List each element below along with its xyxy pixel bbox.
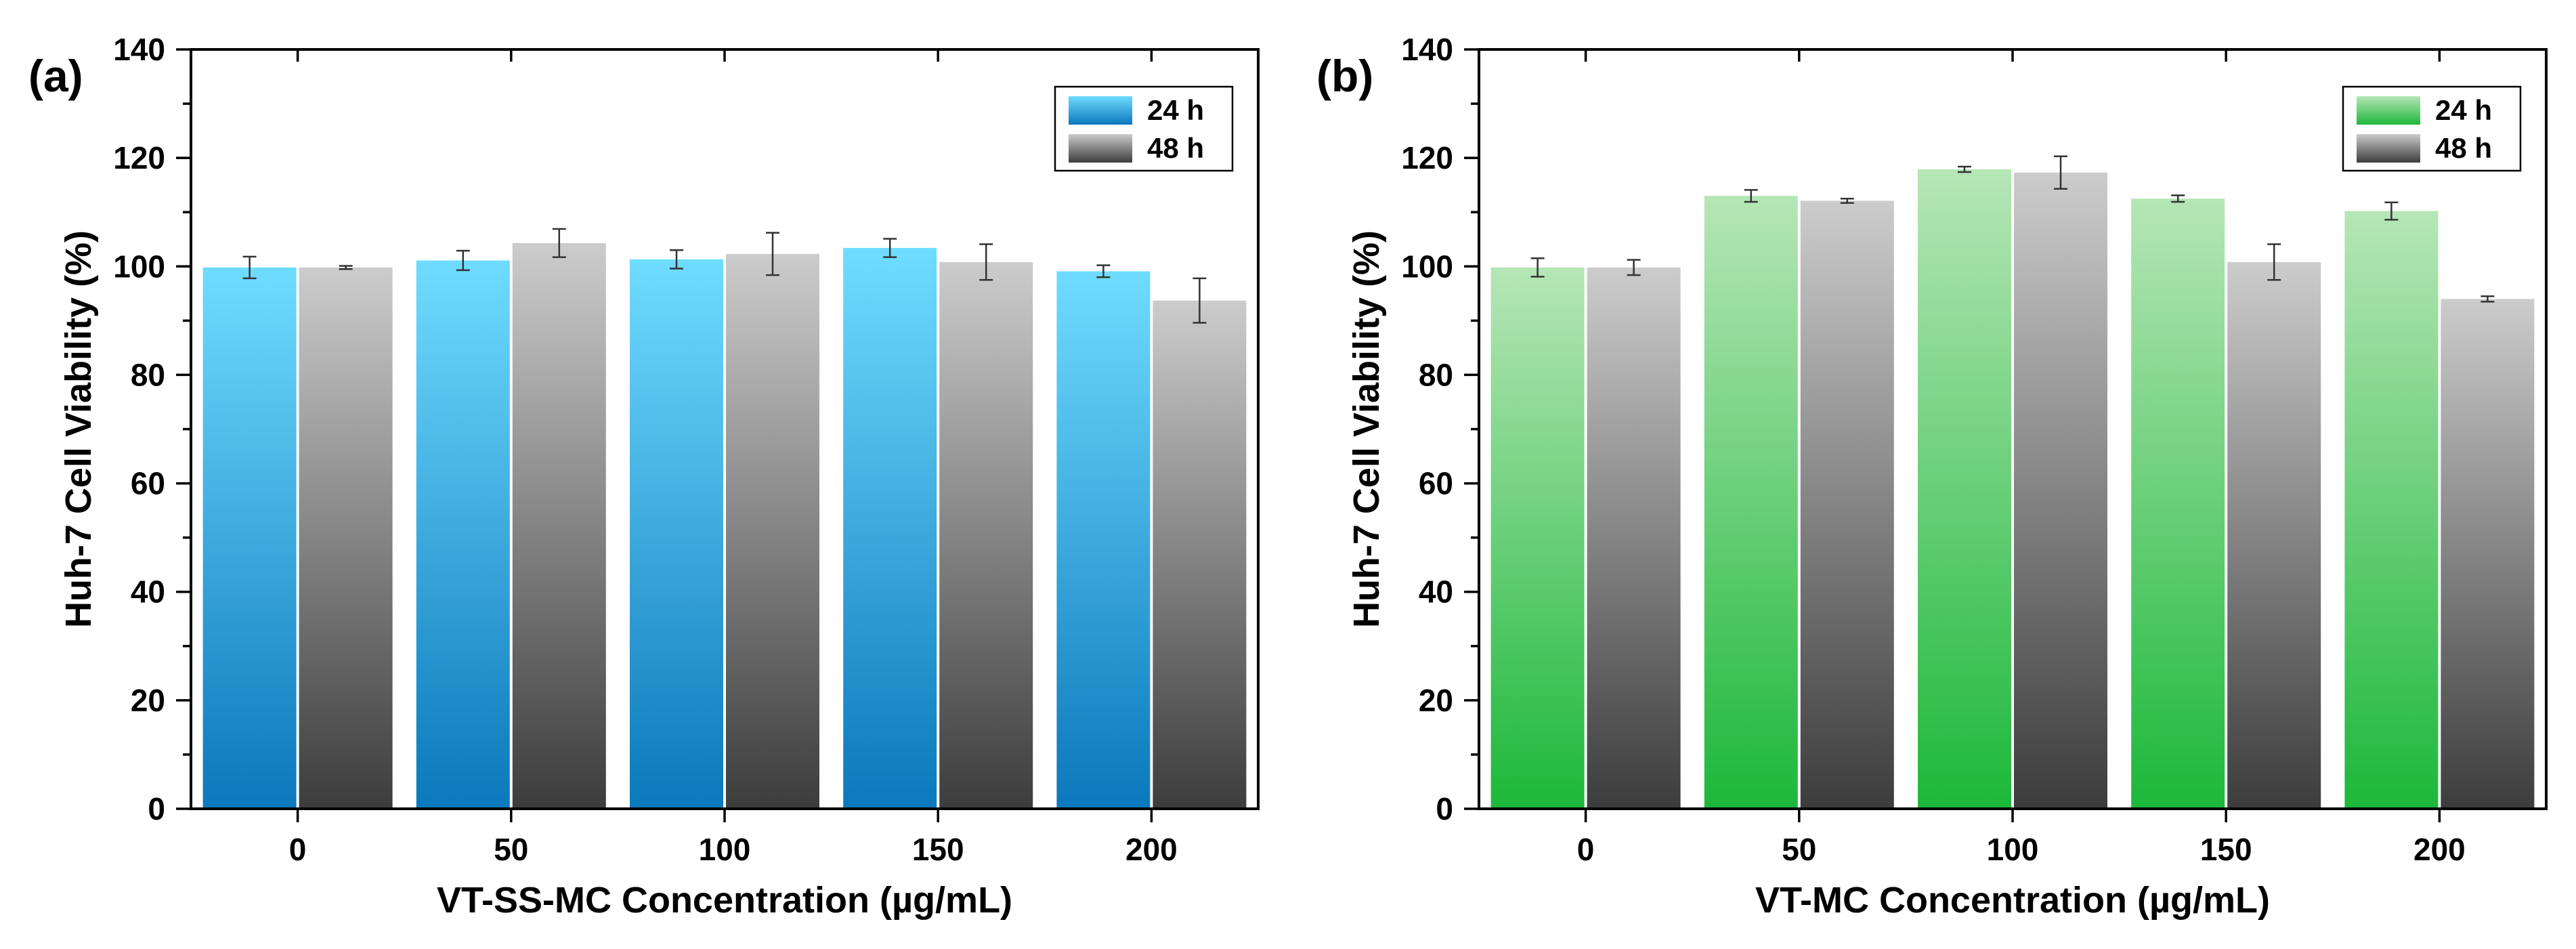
error-bar-24h-150 xyxy=(883,238,897,258)
bar-24h-100 xyxy=(1918,169,2011,809)
bar-48h-150 xyxy=(939,261,1033,809)
legend: 24 h 48 h xyxy=(1054,85,1234,172)
y-axis-title: Huh-7 Cell Viability (%) xyxy=(58,230,99,628)
error-bar-48h-0 xyxy=(339,265,353,270)
error-bar-24h-100 xyxy=(670,249,683,270)
bar-24h-0 xyxy=(1490,267,1585,809)
error-bar-24h-50 xyxy=(456,249,470,272)
error-bar-24h-150 xyxy=(2171,194,2185,203)
y-tick-label: 80 xyxy=(1419,357,1453,392)
x-tick-label: 100 xyxy=(699,832,751,867)
bar-48h-50 xyxy=(1800,201,1894,809)
y-tick-label: 40 xyxy=(1419,574,1453,610)
legend-swatch-24h xyxy=(1069,96,1132,125)
y-tick-label: 0 xyxy=(1436,791,1453,826)
bar-48h-200 xyxy=(1153,300,1247,809)
panel-label: (b) xyxy=(1316,51,1373,101)
error-bar-24h-50 xyxy=(1744,189,1758,203)
y-tick-label: 120 xyxy=(113,140,165,175)
legend-swatch-24h xyxy=(2357,96,2420,125)
panel-label: (a) xyxy=(28,51,83,101)
bar-48h-100 xyxy=(726,253,819,809)
y-tick-label: 20 xyxy=(131,683,165,718)
error-bar-24h-200 xyxy=(2384,201,2399,221)
x-tick-label: 150 xyxy=(2200,832,2252,867)
y-tick-label: 100 xyxy=(113,249,165,284)
y-tick-label: 100 xyxy=(1401,249,1453,284)
error-bar-48h-150 xyxy=(979,243,993,281)
y-tick-label: 20 xyxy=(1419,683,1453,718)
bar-24h-50 xyxy=(1704,196,1798,809)
x-axis-title: VT-MC Concentration (µg/mL) xyxy=(1755,880,2270,921)
legend-label-48h: 48 h xyxy=(1147,132,1204,164)
y-axis-title: Huh-7 Cell Viability (%) xyxy=(1346,230,1387,628)
x-tick-label: 100 xyxy=(1987,832,2039,867)
legend-label-24h: 24 h xyxy=(2435,94,2492,126)
x-axis-title: VT-SS-MC Concentration (µg/mL) xyxy=(437,880,1012,921)
bar-48h-0 xyxy=(299,267,393,809)
x-tick-label: 150 xyxy=(912,832,964,867)
y-tick-label: 80 xyxy=(131,357,165,392)
bar-48h-200 xyxy=(2441,299,2535,809)
error-bar-24h-200 xyxy=(1096,264,1111,278)
y-tick-label: 60 xyxy=(131,466,165,501)
error-bar-24h-100 xyxy=(1958,165,1971,173)
legend-label-48h: 48 h xyxy=(2435,132,2492,164)
error-bar-48h-200 xyxy=(2481,295,2495,303)
error-bar-48h-200 xyxy=(1193,277,1207,324)
y-tick-label: 40 xyxy=(131,574,165,610)
error-bar-24h-0 xyxy=(1530,257,1545,278)
x-tick-label: 200 xyxy=(1125,832,1178,867)
x-tick-label: 0 xyxy=(289,832,307,867)
x-tick-label: 200 xyxy=(2413,832,2466,867)
chart-panel-a: 0 20 40 60 80 100 120 140 0 50 100 150 200 VT-SS-MC C… xyxy=(28,32,1260,921)
x-tick-label: 0 xyxy=(1577,832,1595,867)
bar-24h-0 xyxy=(202,267,297,809)
bar-48h-50 xyxy=(512,242,606,809)
error-bar-24h-0 xyxy=(242,255,257,280)
bar-24h-50 xyxy=(416,260,510,809)
error-bar-48h-50 xyxy=(552,228,566,258)
y-tick-label: 140 xyxy=(1401,32,1453,67)
error-bar-48h-0 xyxy=(1627,259,1641,276)
y-tick-label: 0 xyxy=(148,791,165,826)
x-tick-label: 50 xyxy=(1782,832,1816,867)
error-bar-48h-50 xyxy=(1840,197,1854,204)
bar-24h-200 xyxy=(1056,271,1151,809)
bar-48h-150 xyxy=(2227,261,2321,809)
y-tick-label: 60 xyxy=(1419,466,1453,501)
y-tick-label: 140 xyxy=(113,32,165,67)
x-tick-label: 50 xyxy=(494,832,528,867)
y-tick-label: 120 xyxy=(1401,140,1453,175)
legend: 24 h 48 h xyxy=(2342,85,2522,172)
error-bar-48h-100 xyxy=(2054,155,2067,190)
error-bar-48h-100 xyxy=(766,232,779,276)
legend-swatch-48h xyxy=(1069,134,1132,163)
chart-panel-b: 0 20 40 60 80 100 120 140 0 50 100 150 200 VT-MC Conc… xyxy=(1316,32,2548,921)
bar-48h-0 xyxy=(1587,267,1681,809)
error-bar-48h-150 xyxy=(2267,243,2281,281)
legend-label-24h: 24 h xyxy=(1147,94,1204,126)
legend-swatch-48h xyxy=(2357,134,2420,163)
bar-24h-150 xyxy=(2131,198,2225,809)
bar-24h-100 xyxy=(630,259,723,809)
bar-24h-200 xyxy=(2344,211,2439,809)
bar-48h-100 xyxy=(2014,172,2107,809)
bar-24h-150 xyxy=(843,248,937,809)
